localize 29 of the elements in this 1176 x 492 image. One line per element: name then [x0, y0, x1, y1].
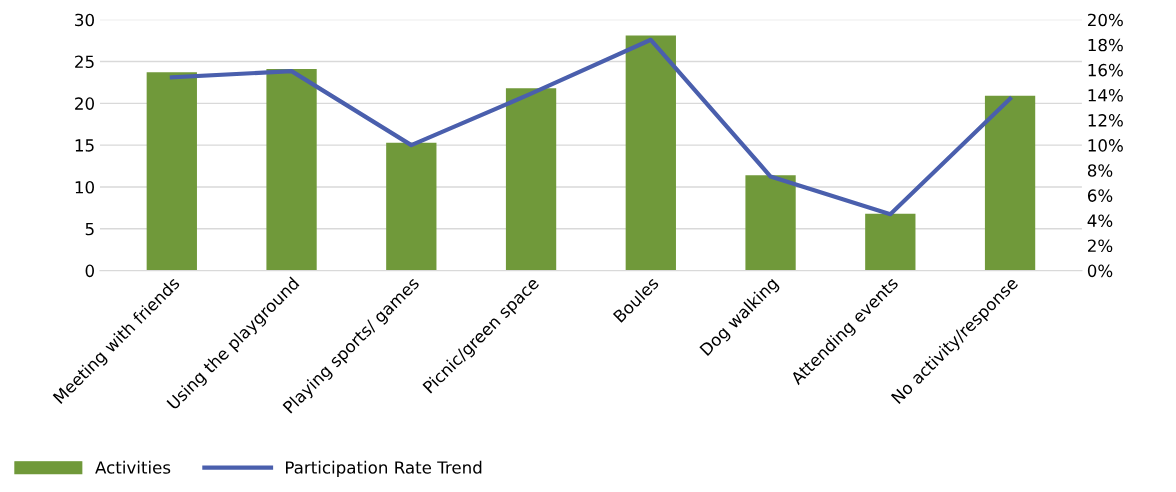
bar: [146, 72, 197, 271]
y2-tick-label: 2%: [1088, 239, 1113, 253]
y2-tick-label: 14%: [1088, 88, 1123, 102]
y2-tick-label: 4%: [1087, 214, 1113, 227]
y-tick-label: 30: [75, 13, 94, 27]
y2-tick-label: 0%: [1087, 264, 1113, 278]
bar: [505, 88, 557, 271]
y2-tick-label: 10%: [1088, 139, 1123, 152]
bar: [386, 142, 437, 271]
line-series: [169, 37, 1013, 217]
legend-label: Activities: [95, 460, 171, 474]
y2-tick-label: 8%: [1087, 164, 1113, 177]
bar: [865, 213, 916, 271]
bar: [745, 175, 796, 271]
y2-tick-label: 18%: [1088, 38, 1123, 52]
y2-tick-label: 20%: [1088, 13, 1123, 27]
bar: [625, 35, 676, 271]
y-tick-label: 0: [85, 264, 94, 278]
legend-label: Participation Rate Trend: [286, 460, 482, 477]
y2-tick-label: 16%: [1088, 63, 1123, 77]
y-tick-label: 10: [75, 180, 94, 194]
y-tick-label: 20: [75, 97, 94, 110]
bar: [984, 95, 1036, 271]
y2-tick-label: 12%: [1088, 114, 1123, 127]
y2-tick-label: 6%: [1087, 189, 1113, 202]
bar: [266, 69, 317, 271]
y-tick-label: 25: [75, 55, 94, 69]
y-tick-label: 5: [85, 222, 94, 236]
y-tick-label: 15: [75, 139, 94, 152]
